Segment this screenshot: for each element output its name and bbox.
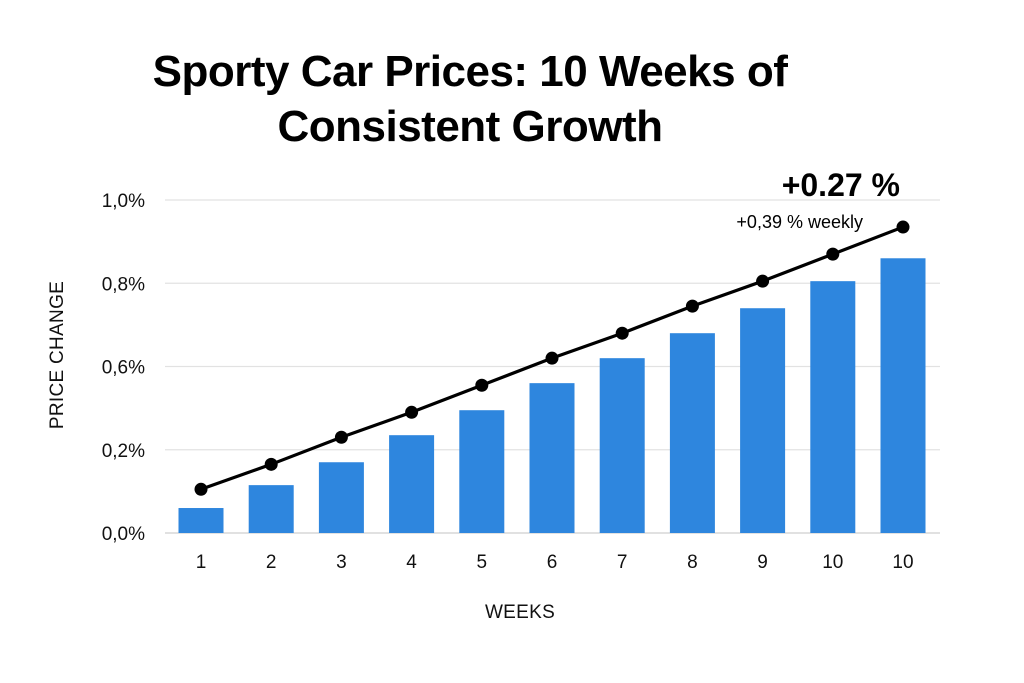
x-tick-label: 8 xyxy=(687,552,698,573)
y-tick-label: 0,6% xyxy=(102,358,145,379)
x-tick-label: 4 xyxy=(406,552,417,573)
bar-week-9 xyxy=(740,308,786,533)
x-tick-label: 6 xyxy=(547,552,558,573)
x-tick-label: 10 xyxy=(822,552,843,573)
y-tick-label: 0,0% xyxy=(102,524,145,545)
y-tick-label: 0,2% xyxy=(102,441,145,462)
bar-series xyxy=(178,258,926,533)
trend-point xyxy=(334,430,348,444)
trend-point xyxy=(545,351,559,365)
trend-point xyxy=(826,247,840,261)
x-tick-label: 1 xyxy=(196,552,207,573)
chart-title-line-2: Consistent Growth xyxy=(277,102,663,151)
y-axis-label: PRICE CHANGE xyxy=(47,281,68,429)
x-tick-labels: 1 2 3 4 5 6 7 8 9 10 10 xyxy=(196,552,914,573)
chart-title: Sporty Car Prices: 10 Weeks of Consisten… xyxy=(0,44,940,154)
bar-week-4 xyxy=(389,435,435,533)
trend-point xyxy=(896,220,910,234)
trend-point xyxy=(615,326,629,340)
annotation-total-change: +0.27 % xyxy=(782,167,900,203)
trend-point xyxy=(685,299,699,313)
bar-week-3 xyxy=(318,462,364,533)
y-tick-labels: 0,0% 0,2% 0,6% 0,8% 1,0% xyxy=(102,191,145,545)
trend-point xyxy=(405,405,419,419)
bar-week-6 xyxy=(529,383,575,533)
bar-week-2 xyxy=(248,485,294,533)
bar-week-8 xyxy=(669,333,715,533)
x-tick-label: 7 xyxy=(617,552,628,573)
bar-week-5 xyxy=(459,410,505,533)
trend-series xyxy=(194,220,910,496)
trend-point xyxy=(194,482,208,496)
bar-week-7 xyxy=(599,358,645,533)
x-tick-label: 2 xyxy=(266,552,277,573)
trend-point xyxy=(264,457,278,471)
x-tick-label: 10 xyxy=(892,552,913,573)
bar-week-1 xyxy=(178,508,224,533)
x-tick-label: 3 xyxy=(336,552,347,573)
trend-point xyxy=(756,274,770,288)
chart-title-line-1: Sporty Car Prices: 10 Weeks of xyxy=(152,47,788,96)
x-axis-label: WEEKS xyxy=(485,602,555,623)
bar-week-10 xyxy=(810,281,856,533)
y-tick-label: 0,8% xyxy=(102,274,145,295)
x-tick-label: 9 xyxy=(757,552,768,573)
annotation-weekly-change: +0,39 % weekly xyxy=(736,212,863,232)
trend-point xyxy=(475,378,489,392)
bar-week-11 xyxy=(880,258,926,533)
x-tick-label: 5 xyxy=(477,552,488,573)
y-tick-label: 1,0% xyxy=(102,191,145,212)
